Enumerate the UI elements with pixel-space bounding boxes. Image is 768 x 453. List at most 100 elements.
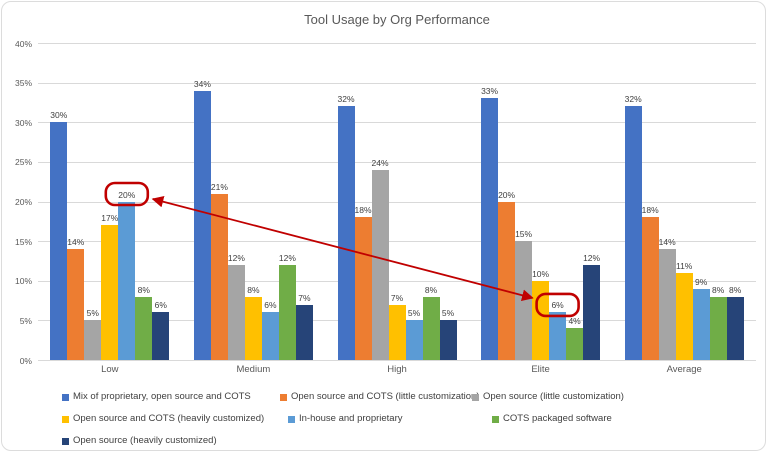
bar-value-label: 10% [532, 268, 550, 279]
bar-elite-s3 [532, 280, 550, 360]
bar-medium-s1 [210, 193, 228, 360]
bar-low-s4 [118, 201, 136, 360]
bar-average-s2 [658, 249, 676, 360]
legend-item-s5: COTS packaged software [492, 409, 612, 424]
bar-value-label: 17% [101, 213, 119, 224]
bar-elite-s2 [515, 241, 533, 360]
legend-item-s1: Open source and COTS (little customizati… [280, 387, 480, 402]
bar-value-label: 8% [137, 284, 150, 295]
x-category-label: Elite [531, 364, 550, 375]
bar-low-s5 [135, 296, 153, 360]
bar-value-label: 32% [337, 94, 355, 105]
legend-swatch-icon [492, 415, 499, 423]
bar-elite-s5 [566, 328, 584, 360]
bar-value-label: 12% [583, 252, 601, 263]
bar-low-s1 [67, 249, 85, 360]
y-tick-label: 40% [14, 38, 32, 49]
bar-value-label: 5% [407, 308, 421, 319]
legend-item-label: Open source (heavily customized) [73, 435, 217, 446]
y-tick-label: 0% [19, 355, 32, 366]
bar-value-label: 8% [424, 284, 438, 295]
y-tick-label: 5% [19, 315, 32, 326]
bar-high-s2 [371, 169, 389, 360]
bar-elite-s6 [583, 264, 601, 360]
y-tick-label: 25% [14, 157, 32, 168]
bar-value-label: 12% [278, 252, 296, 263]
bar-value-label: 20% [118, 189, 136, 200]
y-tick-label: 30% [14, 117, 32, 128]
bar-low-s2 [84, 320, 102, 360]
bar-average-s5 [709, 296, 727, 360]
bar-value-label: 12% [227, 252, 245, 263]
gridline [38, 201, 756, 203]
x-category-label: Average [666, 364, 702, 375]
bar-value-label: 33% [481, 86, 499, 97]
bar-average-s6 [726, 296, 744, 360]
bar-value-label: 20% [498, 189, 516, 200]
bar-low-s6 [152, 312, 170, 360]
bar-average-s0 [624, 106, 642, 360]
bar-value-label: 7% [390, 292, 404, 303]
bar-value-label: 14% [658, 237, 676, 248]
bar-high-s6 [439, 320, 457, 360]
bar-value-label: 5% [86, 308, 99, 319]
y-tick-label: 35% [14, 78, 32, 89]
bar-medium-s5 [278, 264, 296, 360]
bar-high-s5 [422, 296, 440, 360]
bar-elite-s0 [481, 98, 499, 360]
bar-value-label: 5% [441, 308, 455, 319]
bar-medium-s3 [244, 296, 262, 360]
x-category-label: Low [101, 364, 119, 375]
gridline [38, 161, 756, 163]
bar-average-s3 [675, 272, 693, 360]
bar-value-label: 6% [264, 300, 277, 311]
y-tick-label: 20% [14, 197, 32, 207]
bar-medium-s0 [193, 90, 211, 360]
bar-elite-s4 [549, 312, 567, 360]
bar-medium-s4 [261, 312, 279, 360]
legend-item-label: Open source and COTS (little customizati… [291, 391, 480, 402]
legend-item-label: Open source (little customization) [483, 391, 624, 402]
legend-item-s2: Open source (little customization) [472, 387, 624, 402]
y-tick-label: 15% [14, 236, 32, 247]
gridline [38, 82, 756, 84]
bar-value-label: 6% [154, 300, 167, 311]
legend-swatch-icon [280, 393, 287, 401]
bar-value-label: 30% [50, 110, 68, 121]
legend-item-s6: Open source (heavily customized) [62, 431, 217, 446]
gridline [38, 360, 756, 361]
legend-swatch-icon [288, 415, 295, 423]
bar-value-label: 4% [568, 316, 581, 327]
legend-item-s3: Open source and COTS (heavily customized… [62, 409, 265, 424]
bar-low-s0 [50, 122, 68, 360]
gridline [38, 122, 756, 124]
bar-elite-s1 [498, 201, 516, 360]
bar-value-label: 15% [515, 229, 533, 240]
bar-value-label: 34% [193, 78, 211, 89]
legend-item-label: Open source and COTS (heavily customized… [73, 413, 265, 424]
bar-high-s0 [337, 106, 355, 360]
bar-value-label: 8% [729, 284, 742, 295]
legend-item-s4: In-house and proprietary [288, 409, 403, 424]
bar-value-label: 8% [247, 284, 260, 295]
bar-medium-s6 [295, 304, 313, 360]
bar-value-label: 11% [675, 260, 693, 271]
bar-value-label: 7% [298, 292, 311, 303]
bar-high-s1 [354, 217, 372, 360]
bar-average-s4 [692, 288, 710, 360]
x-category-label: High [387, 364, 407, 375]
bar-value-label: 14% [67, 237, 85, 248]
y-tick-label: 10% [14, 276, 32, 287]
bar-value-label: 32% [624, 94, 642, 105]
bar-value-label: 8% [712, 284, 725, 295]
bar-medium-s2 [227, 264, 245, 360]
bar-low-s3 [101, 225, 119, 360]
legend-item-s0: Mix of proprietary, open source and COTS [62, 387, 251, 402]
legend-item-label: Mix of proprietary, open source and COTS [73, 391, 251, 402]
gridline [38, 43, 756, 44]
bar-value-label: 24% [371, 157, 389, 168]
bar-value-label: 21% [210, 181, 228, 192]
bar-average-s1 [641, 217, 659, 360]
chart-title: Tool Usage by Org Performance [304, 12, 490, 27]
